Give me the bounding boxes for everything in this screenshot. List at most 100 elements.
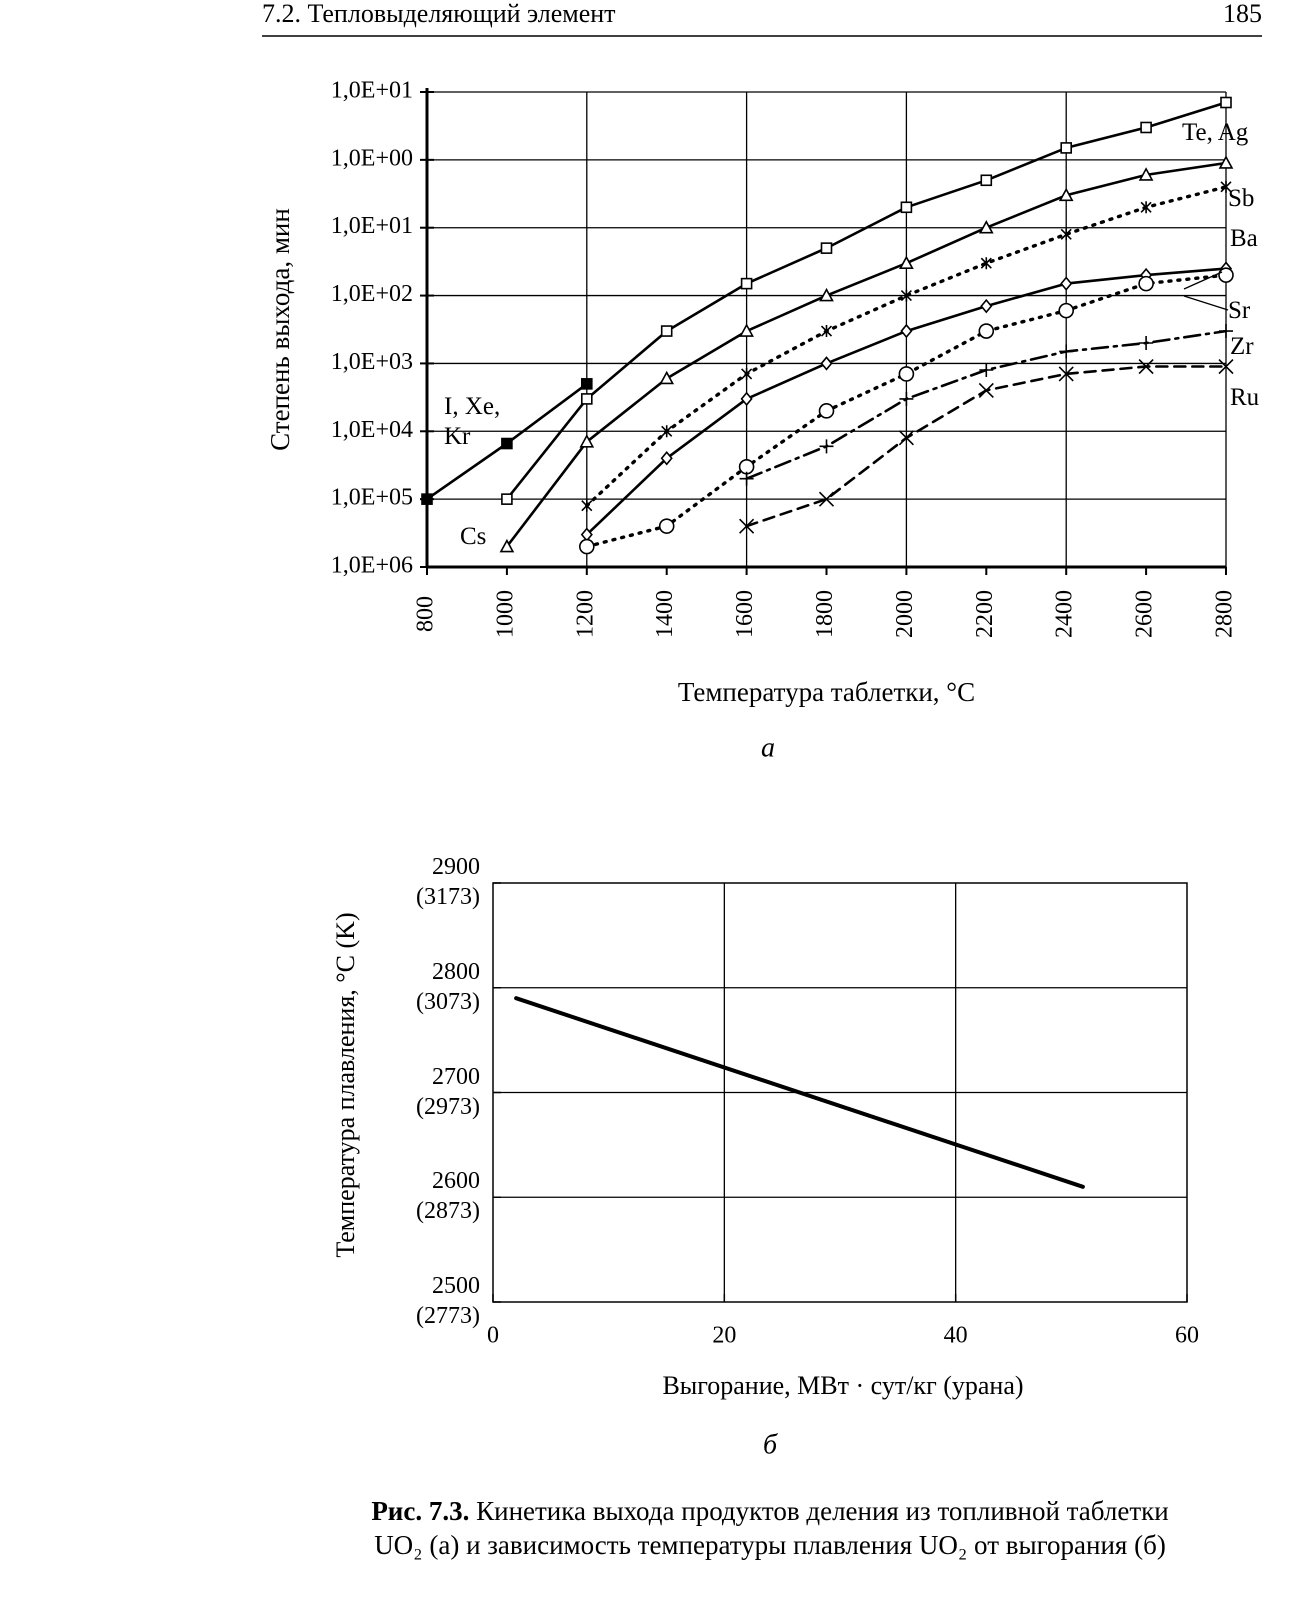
y-tick-label: 1,0E+03 bbox=[331, 349, 413, 375]
marker bbox=[739, 471, 754, 486]
marker bbox=[659, 370, 675, 385]
marker bbox=[499, 538, 515, 553]
marker bbox=[900, 201, 913, 214]
marker bbox=[501, 493, 513, 505]
y-tick-label: 1,0E+05 bbox=[331, 485, 413, 511]
caption: Рис. 7.3. Кинетика выхода продуктов деле… bbox=[260, 1494, 1280, 1562]
marker bbox=[820, 356, 833, 371]
marker bbox=[1060, 228, 1072, 241]
marker bbox=[900, 323, 913, 339]
y-tick-label: 2600 (2873) bbox=[416, 1168, 480, 1225]
marker bbox=[580, 393, 593, 405]
marker bbox=[1060, 142, 1072, 154]
figure-sublabel: а bbox=[761, 732, 775, 763]
series-label: I, Xe, Kr bbox=[444, 393, 501, 450]
series-line bbox=[505, 161, 1228, 548]
marker bbox=[978, 323, 995, 339]
y-tick-label: 1,0E+04 bbox=[331, 417, 413, 443]
marker bbox=[421, 493, 433, 505]
x-tick-label: 2800 bbox=[1212, 590, 1238, 638]
marker bbox=[579, 434, 595, 448]
marker bbox=[1140, 201, 1152, 214]
y-tick-label: 1,0E+06 bbox=[331, 553, 413, 579]
y-tick-label: 1,0E+01 bbox=[331, 78, 413, 104]
marker bbox=[898, 366, 915, 382]
series-line bbox=[745, 329, 1228, 480]
series-label: Cs bbox=[460, 523, 487, 550]
marker bbox=[578, 538, 595, 555]
marker bbox=[1138, 275, 1154, 292]
marker bbox=[899, 391, 914, 406]
marker bbox=[818, 491, 835, 507]
marker bbox=[1220, 180, 1232, 193]
marker bbox=[740, 391, 753, 407]
x-tick-label: 1000 bbox=[492, 590, 518, 638]
x-tick-label: 20 bbox=[712, 1323, 736, 1349]
label-leader bbox=[1183, 295, 1229, 311]
marker bbox=[1219, 324, 1233, 339]
x-tick-label: 40 bbox=[944, 1323, 968, 1349]
marker bbox=[1138, 358, 1154, 375]
x-tick-label: 0 bbox=[487, 1323, 499, 1349]
marker bbox=[820, 242, 833, 254]
x-tick-label: 60 bbox=[1175, 1323, 1199, 1349]
marker bbox=[1220, 96, 1232, 109]
series-label: Ba bbox=[1230, 225, 1258, 252]
marker bbox=[979, 363, 994, 378]
label-leader bbox=[1183, 271, 1223, 290]
series-label: Sr bbox=[1228, 297, 1251, 324]
y-tick-label: 2900 (3173) bbox=[416, 854, 480, 910]
marker bbox=[898, 430, 914, 446]
series-label: Ru bbox=[1230, 384, 1260, 411]
marker bbox=[501, 437, 513, 450]
x-tick-label: 1200 bbox=[572, 590, 598, 638]
x-axis-label: Температура таблетки, °C bbox=[678, 677, 975, 707]
x-tick-label: 2400 bbox=[1052, 590, 1078, 638]
y-tick-label: 2800 (3073) bbox=[416, 958, 480, 1015]
y-tick-label: 1,0E+01 bbox=[331, 213, 413, 239]
y-axis-label: Степень выхода, мин bbox=[265, 208, 295, 451]
marker bbox=[1058, 302, 1074, 319]
x-tick-label: 2200 bbox=[972, 590, 998, 638]
marker bbox=[581, 499, 593, 512]
marker bbox=[819, 439, 834, 454]
y-tick-label: 2700 (2973) bbox=[416, 1063, 480, 1120]
marker bbox=[1218, 358, 1234, 375]
marker bbox=[980, 174, 993, 187]
x-tick-label: 800 bbox=[413, 596, 439, 632]
marker bbox=[739, 518, 755, 534]
marker bbox=[1058, 187, 1074, 202]
x-tick-label: 1400 bbox=[652, 590, 678, 638]
series-label: Sb bbox=[1228, 185, 1255, 212]
marker bbox=[1139, 336, 1154, 351]
y-tick-label: 1,0E+00 bbox=[331, 145, 413, 171]
marker bbox=[1059, 344, 1074, 359]
marker bbox=[660, 325, 673, 337]
marker bbox=[660, 451, 673, 466]
marker bbox=[820, 325, 833, 338]
marker bbox=[1058, 366, 1074, 382]
marker bbox=[1218, 267, 1234, 283]
marker bbox=[661, 425, 673, 438]
marker bbox=[741, 367, 753, 380]
x-tick-label: 2600 bbox=[1132, 590, 1158, 638]
marker bbox=[900, 289, 912, 302]
marker bbox=[658, 518, 675, 534]
figure-sublabel: б bbox=[763, 1429, 778, 1460]
caption-label: Рис. 7.3. bbox=[371, 1496, 470, 1526]
x-tick-label: 2000 bbox=[892, 590, 918, 638]
header-page: 185 bbox=[1223, 0, 1262, 28]
x-axis-label: Выгорание, МВт · сут/кг (урана) bbox=[662, 1371, 1023, 1400]
caption-text: UO₂ (а) и зависимость температуры плавле… bbox=[374, 1530, 1166, 1560]
marker bbox=[980, 257, 992, 270]
marker bbox=[1140, 121, 1152, 134]
marker bbox=[899, 255, 914, 269]
marker bbox=[580, 378, 593, 390]
marker bbox=[1138, 167, 1154, 181]
series-line bbox=[505, 101, 1228, 501]
y-tick-label: 1,0E+02 bbox=[331, 281, 413, 307]
marker bbox=[978, 382, 994, 398]
marker bbox=[978, 220, 994, 234]
